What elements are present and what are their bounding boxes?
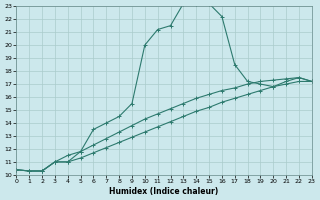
X-axis label: Humidex (Indice chaleur): Humidex (Indice chaleur) xyxy=(109,187,219,196)
